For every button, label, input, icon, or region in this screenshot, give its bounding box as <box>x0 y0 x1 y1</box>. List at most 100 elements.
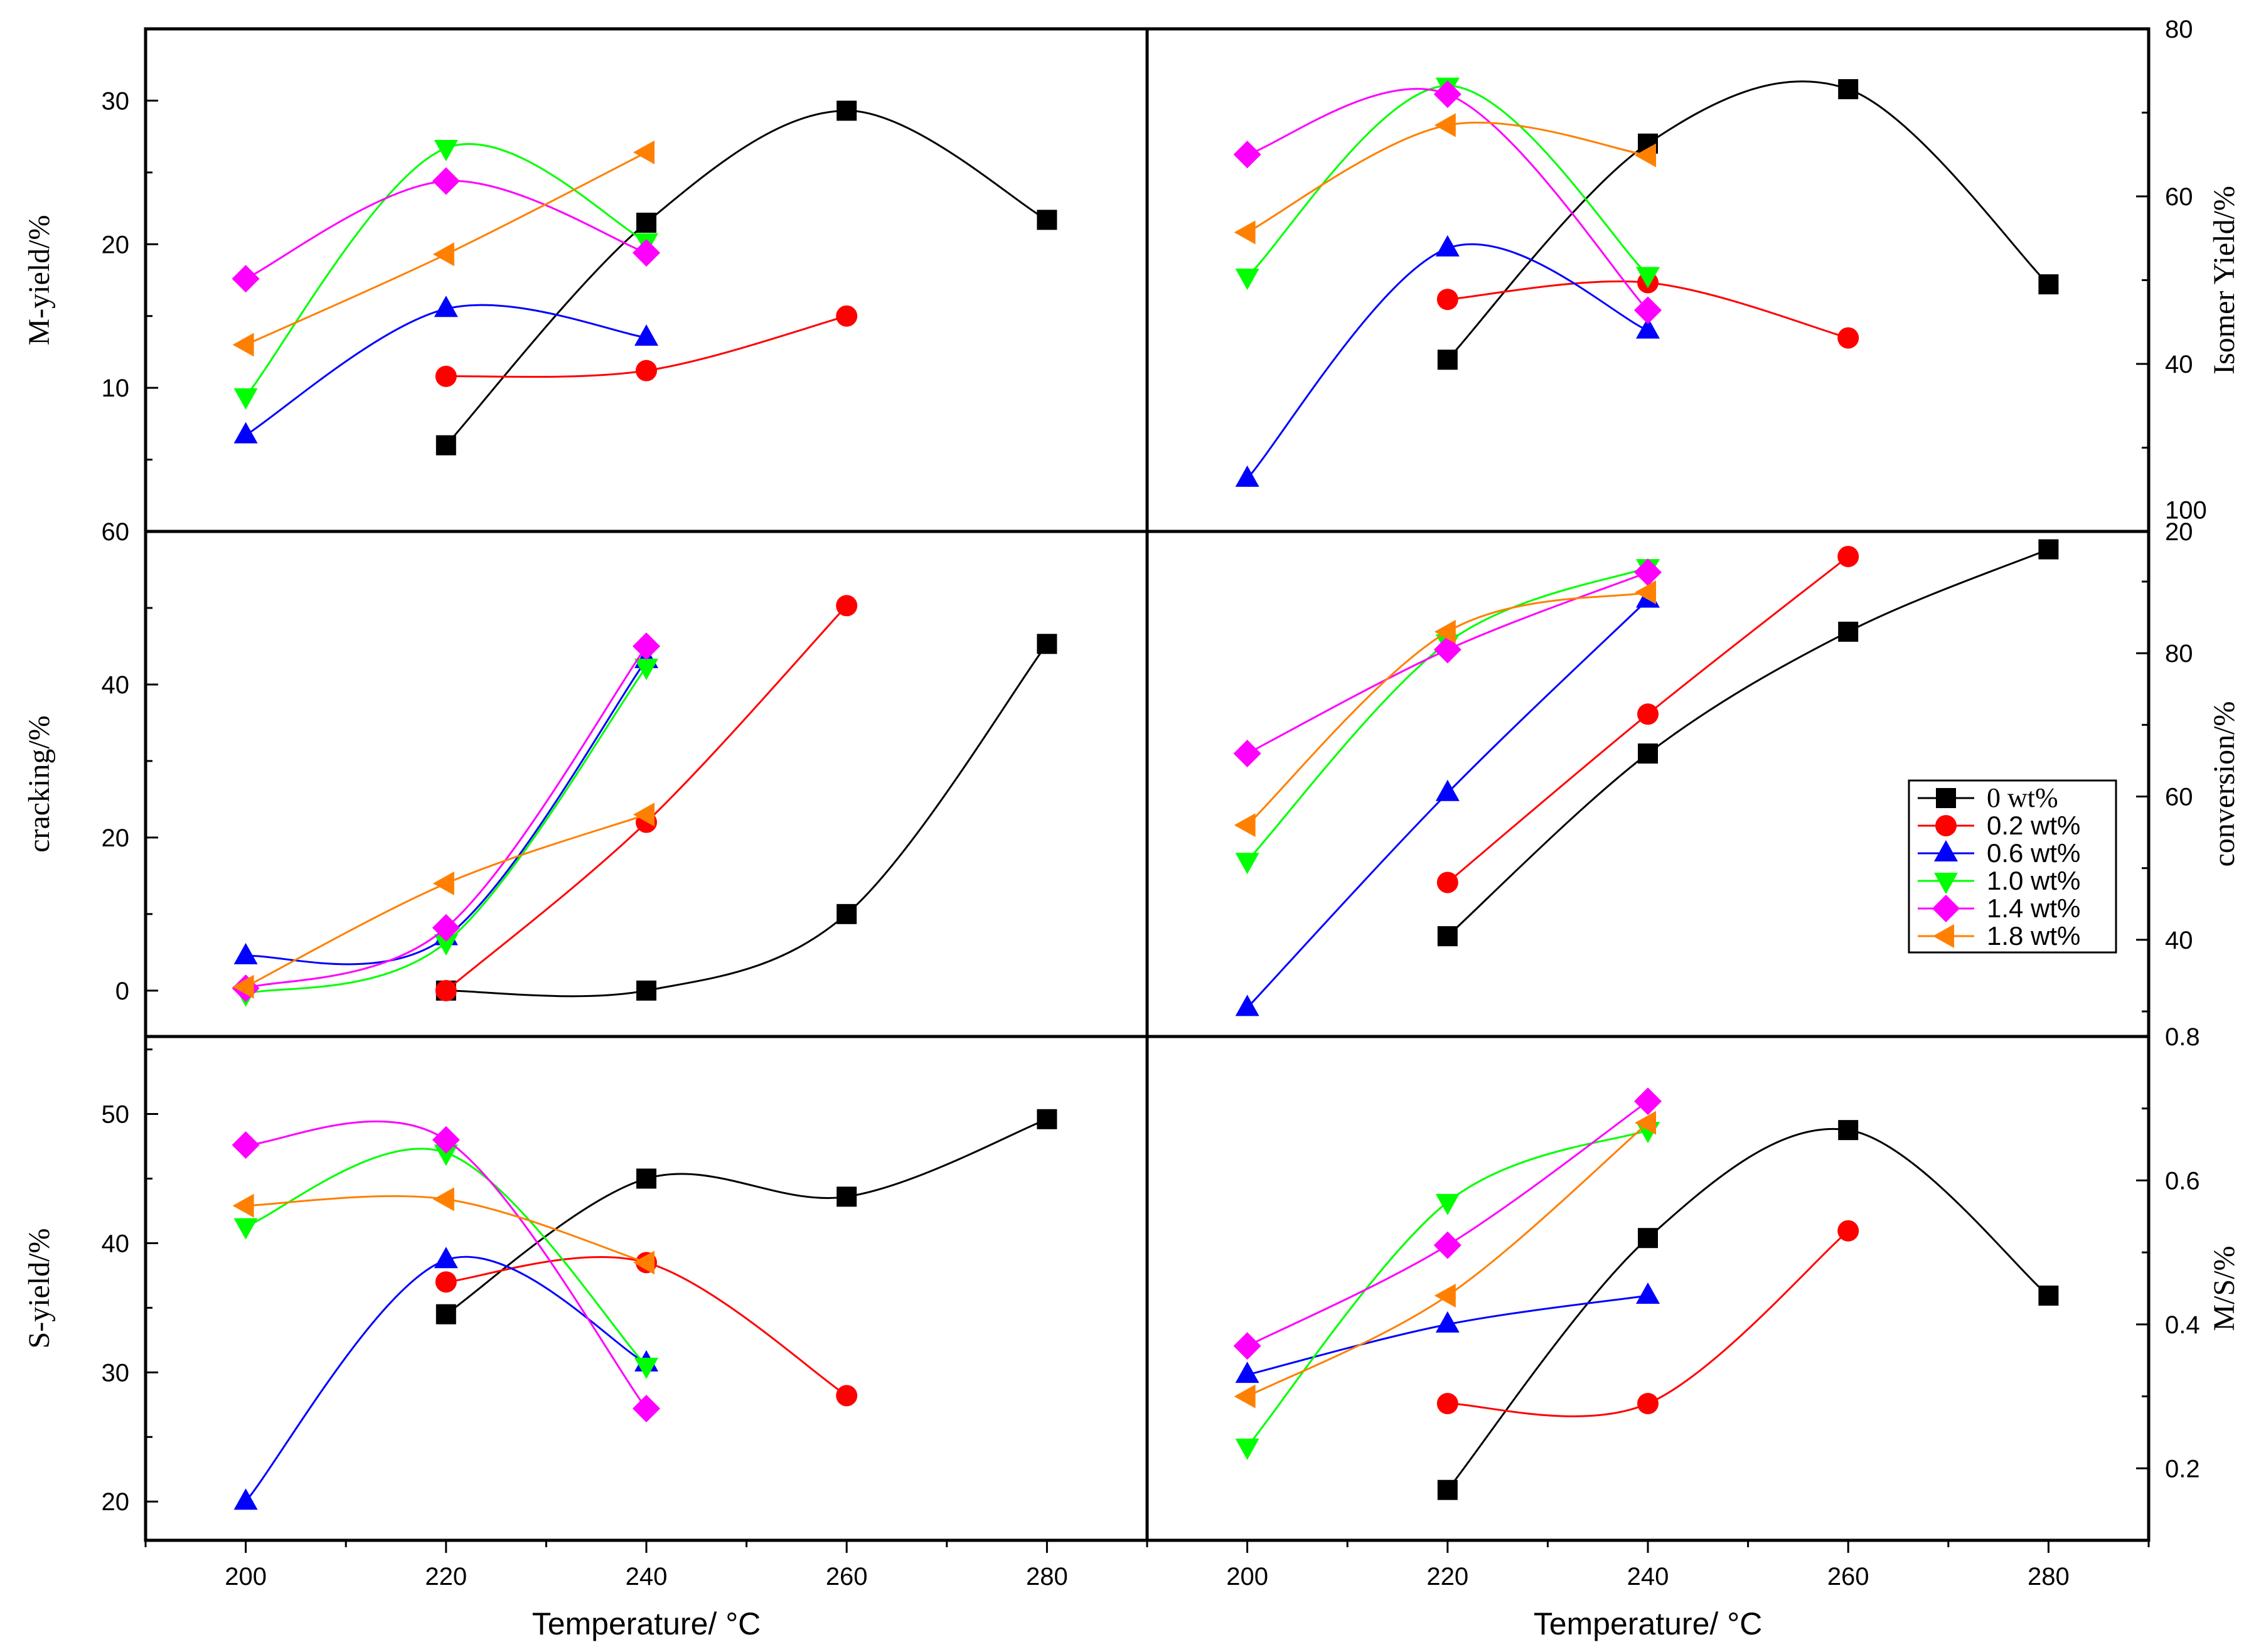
data-point <box>1637 1393 1659 1415</box>
data-point <box>232 1131 260 1159</box>
series-0-wt- <box>1437 539 2059 947</box>
series-line <box>445 1118 1047 1315</box>
legend-label: 1.8 wt% <box>1987 921 2080 951</box>
series-0-2-wt- <box>435 305 858 387</box>
data-point <box>2038 539 2059 560</box>
series-1-8-wt- <box>1234 580 1656 838</box>
data-point <box>1637 703 1659 725</box>
data-point <box>1838 621 1859 642</box>
data-point <box>432 914 460 942</box>
legend-item: 0.6 wt% <box>1918 838 2080 868</box>
x-tick-label: 220 <box>1426 1563 1468 1591</box>
x-tick-label: 260 <box>1827 1563 1869 1591</box>
data-point <box>1435 1193 1460 1215</box>
data-point <box>1636 317 1660 339</box>
series-1-4-wt- <box>232 167 660 293</box>
y-tick-label: 20 <box>102 231 130 258</box>
data-point <box>1233 739 1261 767</box>
series-1-8-wt- <box>1234 113 1656 245</box>
x-tick-label: 200 <box>225 1563 267 1591</box>
legend-marker <box>1932 895 1960 922</box>
y-tick-label: 0 <box>115 978 129 1005</box>
series-0-2-wt- <box>1436 545 1859 893</box>
y-tick-label: 40 <box>2165 351 2193 378</box>
series-0-6-wt- <box>1235 235 1660 487</box>
x-tick-label: 220 <box>425 1563 467 1591</box>
data-point <box>633 140 655 164</box>
data-point <box>1837 1220 1859 1242</box>
panel-isomer-yield: 20 40 60 80 Isomer Yield/% <box>1233 16 2241 546</box>
data-point <box>836 903 857 924</box>
data-point <box>434 1144 458 1166</box>
data-point <box>1837 545 1859 567</box>
x-tick-label: 280 <box>2028 1563 2070 1591</box>
data-point <box>432 1187 454 1212</box>
y-tick-label: 20 <box>102 824 130 852</box>
data-point <box>434 934 458 956</box>
panel-m-s: 0.2 0.4 0.6 0.8 M/S/% <box>1233 1023 2241 1542</box>
data-point <box>836 305 858 327</box>
series-0-wt- <box>1437 79 2059 370</box>
data-point <box>233 1218 258 1240</box>
data-point <box>434 296 458 317</box>
series-1-8-wt- <box>232 140 655 357</box>
legend-label: 0.2 wt% <box>1987 811 2080 840</box>
y-tick-label: 0.4 <box>2165 1311 2200 1339</box>
data-point <box>435 1271 457 1293</box>
legend-marker <box>1933 924 1954 948</box>
data-point <box>836 595 858 617</box>
y-axis-title: cracking/% <box>23 715 56 853</box>
series-line <box>245 646 648 989</box>
legend-marker <box>1934 840 1958 861</box>
data-point <box>633 1250 655 1275</box>
legend-item: 1.4 wt% <box>1918 893 2080 923</box>
data-point <box>232 1193 254 1218</box>
y-tick-label: 10 <box>102 375 130 402</box>
legend-label: 1.4 wt% <box>1987 893 2080 923</box>
y-tick-label: 50 <box>102 1101 130 1129</box>
series-line <box>1446 548 2049 937</box>
data-point <box>432 242 454 267</box>
data-point <box>1436 289 1458 311</box>
x-tick-label: 260 <box>826 1563 868 1591</box>
data-point <box>1434 113 1456 137</box>
y-axis-title: M-yield/% <box>23 215 56 346</box>
y-tick-label: 60 <box>2165 183 2193 211</box>
data-point <box>1037 210 1057 230</box>
legend-label: 1.0 wt% <box>1987 866 2080 895</box>
data-point <box>1037 1109 1057 1129</box>
data-point <box>1635 143 1656 168</box>
y-axis-title: Isomer Yield/% <box>2208 186 2241 375</box>
panels: 10 20 30 M-yield/% 20 40 60 80 Isomer Yield/% 0 20… <box>23 16 2241 1542</box>
data-point <box>1234 1384 1256 1409</box>
series-1-4-wt- <box>1233 1087 1662 1360</box>
panel-cracking: 0 20 40 60 cracking/% <box>23 518 1057 1007</box>
data-point <box>1635 1111 1656 1135</box>
data-point <box>436 1304 456 1324</box>
series-1-8-wt- <box>1234 1111 1656 1409</box>
series-line <box>1446 80 2050 361</box>
data-point <box>434 1247 458 1269</box>
data-point <box>1434 1283 1456 1308</box>
legend-item: 1.0 wt% <box>1918 866 2080 895</box>
data-point <box>1233 1332 1261 1360</box>
data-point <box>1638 743 1658 764</box>
data-point <box>435 979 457 1001</box>
data-point <box>634 1358 658 1380</box>
data-point <box>1235 853 1259 875</box>
series-0-6-wt- <box>1235 1282 1660 1383</box>
x-tick-label: 200 <box>1226 1563 1268 1591</box>
data-point <box>633 239 660 267</box>
y-tick-label: 60 <box>102 518 130 546</box>
legend-box <box>1908 779 2117 954</box>
y-tick-label: 60 <box>2165 783 2193 811</box>
series-line <box>245 1120 648 1409</box>
series-1-8-wt- <box>232 802 655 999</box>
series-line <box>446 643 1048 998</box>
legend-item: 0 wt% <box>1918 782 2058 813</box>
y-tick-label: 100 <box>2165 497 2207 525</box>
y-tick-label: 0.8 <box>2165 1023 2200 1051</box>
series-0-wt- <box>436 100 1057 456</box>
series-line <box>445 109 1048 446</box>
